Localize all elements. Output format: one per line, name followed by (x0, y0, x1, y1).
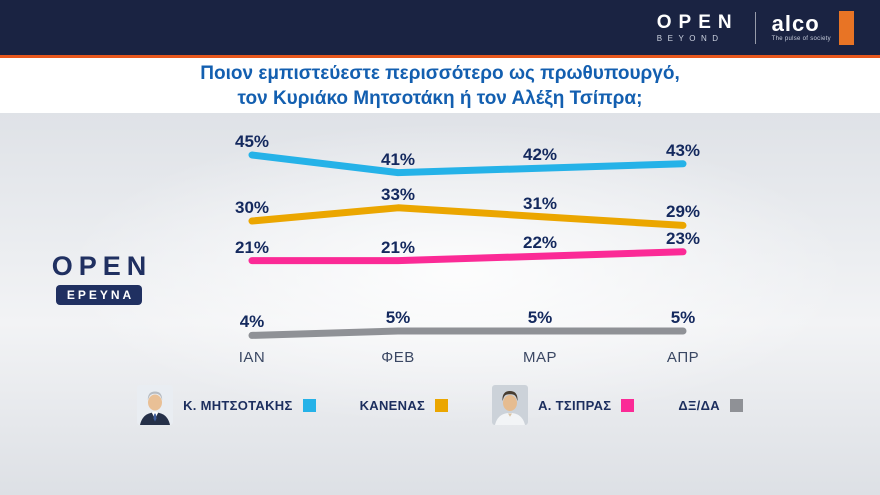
alco-wordmark-wrap: alco The pulse of society (771, 11, 831, 43)
legend-color-swatch (621, 398, 635, 412)
tsipras-photo (492, 385, 529, 425)
legend-color-swatch (435, 398, 449, 412)
station-wordmark: OPEN (51, 251, 153, 281)
alco-logo: alco The pulse of society (771, 10, 854, 45)
chart-line (248, 327, 687, 339)
question-title: Ποιον εμπιστεύεστε περισσότερο ως πρωθυπ… (0, 58, 880, 113)
title-line-1: Ποιον εμπιστεύεστε περισσότερο ως πρωθυπ… (200, 62, 680, 84)
open-beyond-subtext: BEYOND (656, 33, 724, 43)
legend-color-swatch (729, 398, 743, 412)
legend-label: Α. ΤΣΙΠΡΑΣ (538, 397, 612, 413)
title-line-2: τον Κυριάκο Μητσοτάκη ή τον Αλέξη Τσίπρα… (237, 87, 643, 109)
legend-item: Κ. ΜΗΤΣΟΤΑΚΗΣ (137, 385, 316, 425)
station-badge: ΕΡΕΥΝΑ (55, 285, 143, 305)
logo-divider (754, 11, 756, 44)
top-bar-logos: OPEN BEYOND alco The pulse of society (657, 10, 854, 45)
line-chart (248, 151, 687, 339)
chart-legend: Κ. ΜΗΤΣΟΤΑΚΗΣ ΚΑΝΕΝΑΣ Α. ΤΣΙΠΡΑΣ ΔΞ/ΔΑ (0, 385, 880, 425)
legend-label: ΚΑΝΕΝΑΣ (359, 397, 426, 413)
alco-orange-bar (839, 10, 854, 45)
mitsotakis-photo (137, 385, 174, 425)
legend-item: ΚΑΝΕΝΑΣ (360, 398, 449, 413)
chart-line (248, 151, 687, 177)
open-beyond-wordmark: OPEN (656, 11, 739, 33)
legend-label: ΔΞ/ΔΑ (678, 397, 720, 413)
top-bar: OPEN BEYOND alco The pulse of society (0, 0, 880, 55)
legend-item: ΔΞ/ΔΑ (678, 398, 743, 413)
chart-line (248, 204, 687, 229)
alco-tagline: The pulse of society (771, 36, 831, 42)
orange-divider (0, 55, 880, 58)
legend-color-swatch (302, 398, 316, 412)
legend-item: Α. ΤΣΙΠΡΑΣ (492, 385, 635, 425)
chart-line (248, 248, 687, 265)
chart-stage: OPEN ΕΡΕΥΝΑ 45% 41% 42% 43% 30% 33% 31% 29% 21% 2… (0, 113, 880, 495)
open-ereyna-logo: OPEN ΕΡΕΥΝΑ (36, 251, 162, 305)
open-beyond-logo: OPEN BEYOND (657, 13, 739, 43)
alco-wordmark: alco (771, 11, 820, 36)
legend-label: Κ. ΜΗΤΣΟΤΑΚΗΣ (183, 397, 293, 413)
